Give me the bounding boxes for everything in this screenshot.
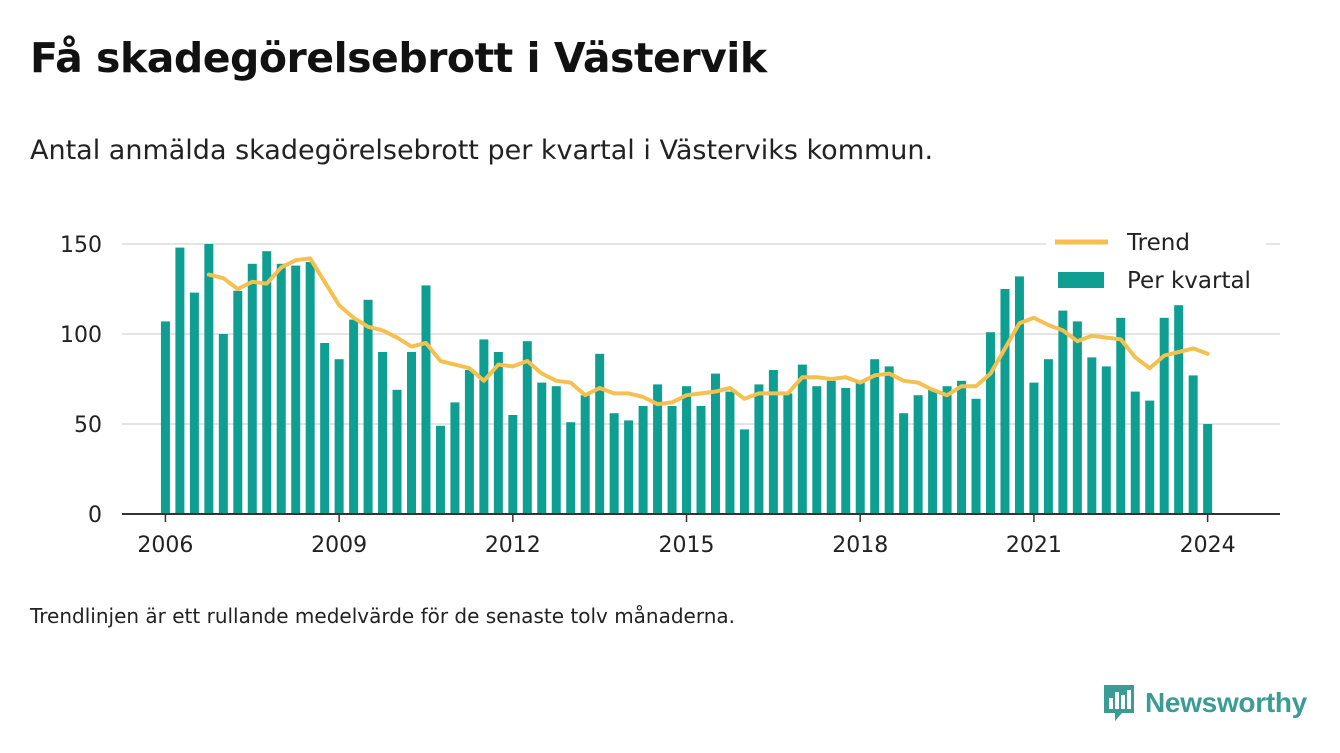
- bar: [1116, 317, 1126, 514]
- bar: [826, 380, 836, 514]
- bar: [609, 413, 619, 514]
- bar: [595, 353, 605, 514]
- y-tick-label: 0: [88, 503, 102, 528]
- bar: [768, 370, 778, 514]
- bar: [1072, 321, 1082, 514]
- bar: [754, 384, 764, 514]
- bar: [855, 382, 865, 514]
- bar: [435, 425, 445, 514]
- bar: [725, 391, 735, 514]
- bar: [913, 395, 923, 514]
- brand-name: Newsworthy: [1145, 687, 1307, 718]
- bar: [537, 382, 547, 514]
- bar: [1014, 276, 1024, 514]
- bar: [276, 263, 286, 514]
- bar: [262, 251, 272, 514]
- bar: [305, 262, 315, 514]
- bar: [667, 406, 677, 514]
- x-tick-label: 2009: [311, 533, 367, 558]
- bar: [551, 386, 561, 514]
- chart-title: Få skadegörelsebrott i Västervik: [30, 34, 767, 82]
- bar: [942, 386, 952, 514]
- bar: [1043, 359, 1053, 514]
- bar: [624, 420, 634, 514]
- bar: [638, 406, 648, 514]
- bar: [175, 247, 185, 514]
- bar: [653, 384, 663, 514]
- trend-line: [206, 256, 1210, 407]
- x-tick-label: 2015: [659, 533, 715, 558]
- bar: [1174, 305, 1184, 514]
- bar: [522, 341, 532, 514]
- x-tick-label: 2021: [1006, 533, 1062, 558]
- bar: [1145, 400, 1155, 514]
- bar: [884, 366, 894, 514]
- bar: [1000, 289, 1010, 514]
- bar: [986, 332, 995, 514]
- bar: [204, 244, 214, 514]
- bar: [247, 263, 257, 514]
- bar: [797, 364, 807, 514]
- bar: [899, 413, 909, 514]
- legend-bars-label: Per kvartal: [1127, 268, 1251, 294]
- x-tick-label: 2006: [137, 533, 193, 558]
- legend-trend-label: Trend: [1126, 230, 1190, 256]
- x-tick-label: 2024: [1180, 533, 1236, 558]
- bar: [1058, 310, 1068, 514]
- bar: [870, 359, 880, 514]
- bar: [291, 265, 301, 514]
- bar: [421, 285, 431, 514]
- y-tick-label: 50: [74, 413, 102, 438]
- bar: [783, 393, 793, 514]
- bar: [363, 299, 373, 514]
- bar: [1203, 424, 1213, 514]
- bar: [1087, 357, 1097, 514]
- legend-bars-swatch: [1058, 272, 1104, 288]
- newsworthy-logo-icon: [1104, 685, 1134, 721]
- bar: [320, 343, 330, 514]
- bar: [710, 373, 720, 514]
- y-tick-label: 100: [60, 323, 102, 348]
- bar: [1101, 366, 1111, 514]
- chart-footnote: Trendlinjen är ett rullande medelvärde f…: [30, 604, 736, 628]
- brand-logo: Newsworthy: [1102, 683, 1307, 723]
- bar: [493, 352, 503, 514]
- bar: [971, 398, 981, 514]
- bar: [812, 386, 822, 514]
- y-tick-label: 150: [60, 233, 102, 258]
- bar: [928, 389, 938, 514]
- chart-subtitle: Antal anmälda skadegörelsebrott per kvar…: [30, 135, 934, 166]
- bar: [189, 292, 199, 514]
- bar-line-chart: 0 50 100 150 2006 2009 2012 2015 2018 2021 2024 Tre…: [60, 224, 1280, 558]
- x-tick-label: 2018: [832, 533, 888, 558]
- bar: [1159, 317, 1169, 514]
- bar: [957, 380, 967, 514]
- bar: [378, 352, 388, 514]
- bar: [1029, 382, 1039, 514]
- bar: [218, 334, 228, 514]
- bar: [450, 402, 460, 514]
- bar: [407, 352, 416, 514]
- bar: [334, 359, 344, 514]
- x-tick-label: 2012: [485, 533, 541, 558]
- bar: [479, 339, 489, 514]
- bar: [682, 386, 692, 514]
- bar: [566, 422, 576, 514]
- bar: [349, 319, 359, 514]
- bar: [233, 290, 243, 514]
- bar: [160, 321, 170, 514]
- bar: [508, 415, 518, 514]
- bar: [1188, 375, 1198, 514]
- bar: [841, 388, 851, 514]
- bar: [392, 389, 402, 514]
- bar: [464, 370, 474, 514]
- bar: [1130, 391, 1140, 514]
- bar: [696, 406, 706, 514]
- bar: [580, 395, 590, 514]
- bar: [739, 429, 749, 514]
